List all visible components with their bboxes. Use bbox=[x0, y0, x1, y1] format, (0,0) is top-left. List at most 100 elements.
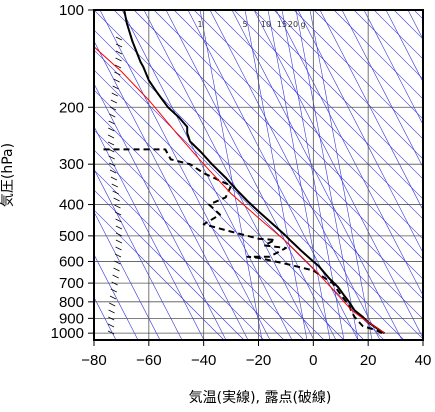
wind-barb bbox=[115, 50, 123, 55]
wind-barb bbox=[114, 211, 122, 216]
isotherm-line bbox=[94, 149, 285, 340]
wind-barb bbox=[115, 232, 123, 237]
wind-barb bbox=[115, 246, 122, 251]
x-tick-label: 0 bbox=[309, 352, 317, 369]
wind-barb bbox=[109, 169, 117, 174]
wind-barb bbox=[112, 190, 119, 195]
wind-barb bbox=[111, 183, 118, 188]
x-tick-label: −60 bbox=[136, 352, 161, 369]
wind-barb bbox=[108, 127, 115, 132]
wind-barb bbox=[115, 225, 123, 230]
isopleth-line bbox=[275, 10, 423, 297]
isopleth-line bbox=[94, 253, 139, 340]
mixing-ratio-line bbox=[267, 10, 331, 340]
isopleth-line bbox=[187, 10, 359, 340]
wind-barb bbox=[110, 99, 118, 104]
x-axis-title: 気温(実線), 露点(破線) bbox=[189, 390, 332, 406]
x-axis-ticks: −80 −60 −40 −20 0 20 40 bbox=[81, 340, 431, 369]
y-tick-label: 300 bbox=[59, 156, 84, 173]
isotherm-line bbox=[253, 10, 423, 180]
wind-barb bbox=[107, 330, 115, 335]
wind-barb bbox=[113, 78, 120, 83]
isopleth-line bbox=[341, 10, 423, 168]
wind-barb bbox=[115, 43, 123, 48]
isotherm-line bbox=[153, 10, 423, 280]
wind-barb bbox=[115, 57, 122, 62]
sounding-profiles bbox=[94, 10, 386, 335]
isotherm-line bbox=[293, 10, 423, 140]
dry-adiabat-isopleths bbox=[94, 10, 423, 340]
wind-barb bbox=[114, 71, 121, 76]
isotherm-line bbox=[313, 10, 423, 120]
mixing-ratio-labels: 1 5 10 15 20 g bbox=[197, 20, 305, 29]
isotherm-line bbox=[213, 10, 423, 220]
y-tick-label: 800 bbox=[59, 294, 84, 311]
parcel-line bbox=[94, 46, 385, 334]
mixing-ratio-label: g bbox=[300, 20, 305, 29]
wind-barb bbox=[108, 316, 115, 321]
wind-barb bbox=[109, 302, 116, 307]
wind-barb bbox=[115, 218, 122, 223]
mixing-ratio-label: 20 bbox=[288, 20, 298, 29]
y-tick-label: 700 bbox=[59, 275, 84, 292]
wind-barb bbox=[108, 155, 115, 160]
isopleth-line bbox=[94, 211, 161, 340]
isotherm-line bbox=[94, 29, 405, 340]
wind-barb bbox=[111, 92, 118, 97]
isopleth-line bbox=[94, 168, 183, 340]
isotherm-line bbox=[94, 109, 325, 340]
wind-barb bbox=[115, 36, 123, 41]
mixing-ratio-label: 1 bbox=[197, 20, 202, 29]
wind-barb bbox=[114, 204, 121, 209]
mixing-ratio-line bbox=[199, 10, 263, 340]
x-tick-label: 40 bbox=[415, 352, 432, 369]
mixing-ratio-line bbox=[309, 10, 373, 340]
isopleth-line bbox=[363, 10, 423, 126]
wind-barb bbox=[110, 288, 117, 293]
pressure-temperature-grid bbox=[94, 9, 423, 340]
wind-barb bbox=[109, 113, 116, 118]
isotherm-line bbox=[173, 10, 423, 260]
y-tick-label: 100 bbox=[59, 2, 84, 19]
isotherm-line bbox=[94, 69, 365, 340]
x-tick-label: 20 bbox=[360, 352, 377, 369]
wind-barb bbox=[114, 64, 122, 69]
isopleth-line bbox=[385, 10, 423, 83]
wind-barb bbox=[112, 85, 119, 90]
wind-barb bbox=[113, 267, 120, 272]
wind-barb bbox=[114, 260, 121, 265]
temperature-line bbox=[123, 10, 386, 335]
isotherm-line bbox=[273, 10, 423, 160]
mixing-ratio-line bbox=[295, 10, 359, 340]
wind-barb bbox=[108, 309, 115, 314]
x-tick-label: −40 bbox=[191, 352, 216, 369]
isotherm-line bbox=[113, 10, 423, 320]
y-tick-label: 1000 bbox=[51, 325, 84, 342]
y-tick-label: 500 bbox=[59, 228, 84, 245]
y-tick-label: 400 bbox=[59, 197, 84, 214]
wind-barb bbox=[112, 274, 119, 279]
isotherm-line bbox=[193, 10, 423, 240]
isopleth-line bbox=[165, 10, 337, 340]
isopleth-line bbox=[94, 83, 227, 340]
wind-barb bbox=[107, 323, 115, 328]
isopleth-line bbox=[319, 10, 423, 211]
isotherm-line bbox=[333, 10, 423, 100]
wind-barb bbox=[109, 106, 117, 111]
x-tick-label: −20 bbox=[246, 352, 271, 369]
wind-barb bbox=[108, 120, 115, 125]
isopleth-line bbox=[99, 10, 271, 340]
isotherm-line bbox=[94, 169, 265, 340]
wind-barb bbox=[107, 141, 115, 146]
wind-barb bbox=[114, 253, 122, 258]
wind-barb bbox=[115, 239, 123, 244]
isotherm-line bbox=[94, 189, 245, 340]
y-axis-title: 気圧(hPa) bbox=[0, 143, 16, 207]
dewpoint-line bbox=[99, 148, 383, 335]
wind-barb bbox=[110, 176, 118, 181]
y-tick-label: 600 bbox=[59, 253, 84, 270]
isotherm-line bbox=[233, 10, 423, 200]
isopleth-line bbox=[209, 10, 381, 340]
